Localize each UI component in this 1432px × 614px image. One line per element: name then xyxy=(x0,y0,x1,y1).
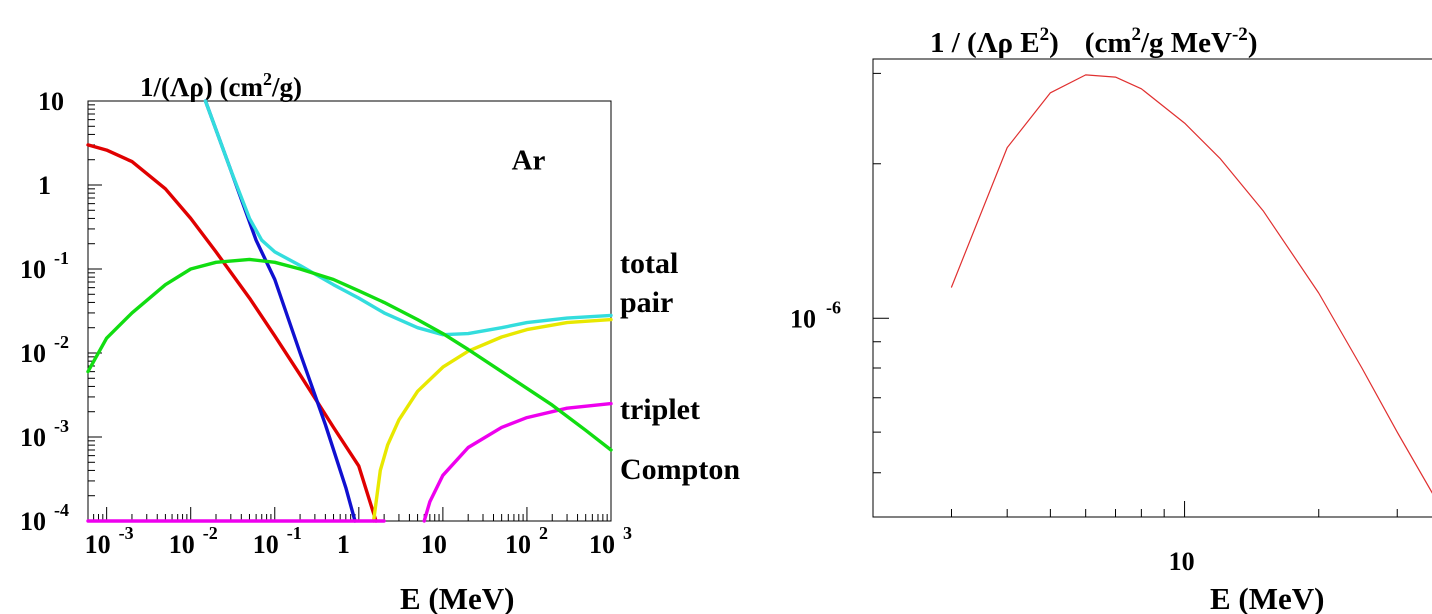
x-tick-label: 10 3 xyxy=(589,523,632,559)
y-tick-label: 10 xyxy=(38,87,64,116)
legend-compton: Compton xyxy=(620,453,740,486)
x-tick-label-exponent: -2 xyxy=(203,523,218,543)
left-tick-labels: 10 -3 10 -2 10 -1 1 10 10 2 10 3 10 1 10 -1 10 -2 10 -3 10 -4 xyxy=(20,87,632,559)
x-tick-label-base: 1 xyxy=(337,530,350,559)
right-x-axis-label: E (MeV) xyxy=(1210,581,1324,614)
x-tick-label-base: 10 xyxy=(253,530,279,559)
x-tick-label: 10 2 xyxy=(505,523,548,559)
x-tick-label: 10 -1 xyxy=(253,523,302,559)
right-title-a-sup: 2 xyxy=(1040,24,1050,45)
left-x-axis-label: E (MeV) xyxy=(400,581,514,614)
x-tick-label: 1 xyxy=(337,530,350,559)
left-title-base: 1/(Λρ) (cm xyxy=(140,72,264,102)
y-tick-label-base: 10 xyxy=(38,87,64,116)
ar-annotation: Ar xyxy=(512,145,546,177)
y-tick-label: 10 -6 xyxy=(790,297,841,333)
left-series-lines xyxy=(86,99,613,523)
legend-total: total xyxy=(620,247,678,280)
right-series-lines xyxy=(950,74,1432,494)
right-tick-labels: 10 10 -6 xyxy=(790,297,1195,576)
series-line-pair xyxy=(371,317,613,523)
x-tick-label-exponent: 3 xyxy=(623,523,632,543)
x-tick-label-exponent: 2 xyxy=(539,523,548,543)
right-title-c: (cm xyxy=(1085,27,1132,59)
legend-triplet: triplet xyxy=(620,393,700,426)
right-title-d: /g MeV xyxy=(1140,27,1232,59)
right-title-a: 1 / (Λρ E xyxy=(930,27,1040,59)
x-tick-label: 10 xyxy=(1169,547,1195,576)
left-title-tail: /g) xyxy=(271,72,302,102)
left-chart-title: 1/(Λρ) (cm2/g) xyxy=(140,69,302,102)
x-tick-label: 10 -3 xyxy=(85,523,134,559)
y-tick-label-exponent: -2 xyxy=(54,332,69,352)
y-tick-label: 1 xyxy=(38,171,51,200)
y-tick-label: 10 -1 xyxy=(20,248,69,284)
right-title-c-sup: 2 xyxy=(1131,24,1141,45)
x-tick-label-base: 10 xyxy=(421,530,447,559)
right-chart-title: 1 / (Λρ E2) (cm2/g MeV-2) xyxy=(930,24,1257,59)
x-tick-label: 10 -2 xyxy=(169,523,218,559)
y-tick-label-base: 10 xyxy=(20,255,46,284)
x-tick-label-base: 10 xyxy=(85,530,111,559)
left-title-sup: 2 xyxy=(263,69,272,89)
y-tick-label-base: 10 xyxy=(20,339,46,368)
y-tick-label-base: 10 xyxy=(790,304,816,333)
series-line-total xyxy=(203,99,613,337)
x-tick-label-base: 10 xyxy=(1169,547,1195,576)
series-line-compton xyxy=(86,257,613,452)
legend-pair: pair xyxy=(620,286,673,319)
y-tick-label-exponent: -4 xyxy=(54,500,69,520)
x-tick-label-base: 10 xyxy=(505,530,531,559)
right-title-e: ) xyxy=(1248,27,1258,59)
series-line-0 xyxy=(86,143,378,523)
y-tick-label-exponent: -3 xyxy=(54,416,69,436)
right-axis-ticks xyxy=(872,72,1398,517)
y-tick-label: 10 -4 xyxy=(20,500,69,536)
y-tick-label: 10 -2 xyxy=(20,332,69,368)
series-line-0 xyxy=(950,74,1432,494)
right-title-b: ) xyxy=(1049,27,1059,59)
y-tick-label-exponent: -1 xyxy=(54,248,69,268)
x-tick-label-exponent: -3 xyxy=(119,523,134,543)
x-tick-label-base: 10 xyxy=(169,530,195,559)
y-tick-label-base: 10 xyxy=(20,423,46,452)
x-tick-label: 10 xyxy=(421,530,447,559)
y-tick-label: 10 -3 xyxy=(20,416,69,452)
x-tick-label-base: 10 xyxy=(589,530,615,559)
left-legend: total pair triplet Compton xyxy=(620,247,740,486)
right-title-d-sup: -2 xyxy=(1232,24,1248,45)
attenuation-chart: 1/(Λρ) (cm2/g) E (MeV) 10 -3 10 -2 10 -1 1 10 10… xyxy=(20,69,740,614)
right-plot-frame xyxy=(872,58,1432,518)
y-tick-label-base: 1 xyxy=(38,171,51,200)
y-tick-label-base: 10 xyxy=(20,507,46,536)
x-tick-label-exponent: -1 xyxy=(287,523,302,543)
y-tick-label-exponent: -6 xyxy=(826,297,841,317)
